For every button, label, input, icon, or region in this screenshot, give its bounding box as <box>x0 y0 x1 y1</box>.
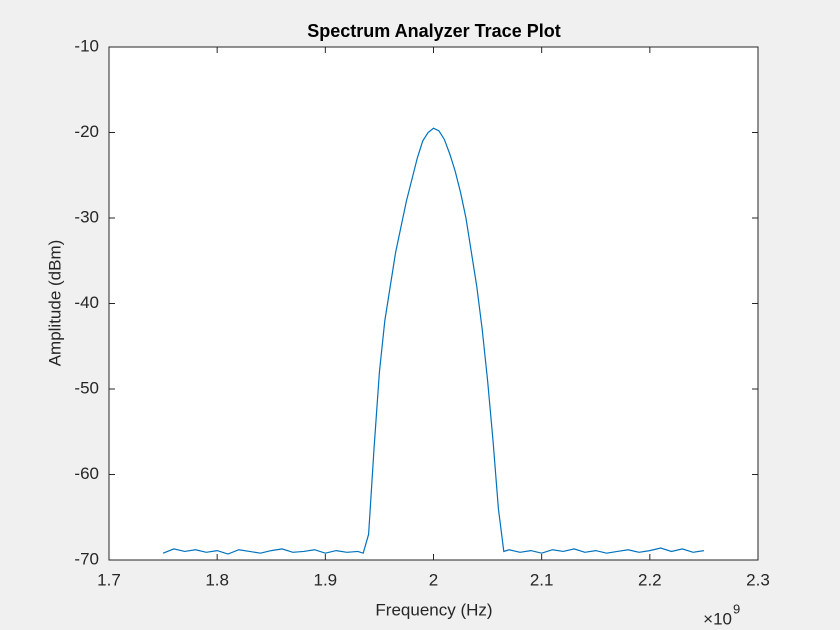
x-multiplier-base: ×10 <box>703 609 732 628</box>
x-axis-label: Frequency (Hz) <box>375 600 492 619</box>
y-tick-label: -70 <box>74 549 99 568</box>
x-multiplier-exponent: 9 <box>733 601 740 616</box>
y-tick-label: -40 <box>74 293 99 312</box>
trace-line <box>162 127 705 555</box>
chart-title: Spectrum Analyzer Trace Plot <box>307 21 560 41</box>
y-tick-label: -50 <box>74 378 99 397</box>
y-tick-label: -10 <box>74 36 99 55</box>
x-tick-label: 2 <box>429 570 438 589</box>
x-tick-label: 1.9 <box>314 570 338 589</box>
y-axis-label: Amplitude (dBm) <box>45 240 64 367</box>
x-tick-label: 2.2 <box>638 570 662 589</box>
x-tick-label: 1.8 <box>205 570 229 589</box>
y-tick-label: -20 <box>74 122 99 141</box>
x-tick-label: 2.3 <box>746 570 770 589</box>
y-tick-label: -60 <box>74 464 99 483</box>
y-tick-label: -30 <box>74 207 99 226</box>
plot-area <box>108 46 759 561</box>
x-tick-label: 1.7 <box>97 570 121 589</box>
x-tick-label: 2.1 <box>530 570 554 589</box>
